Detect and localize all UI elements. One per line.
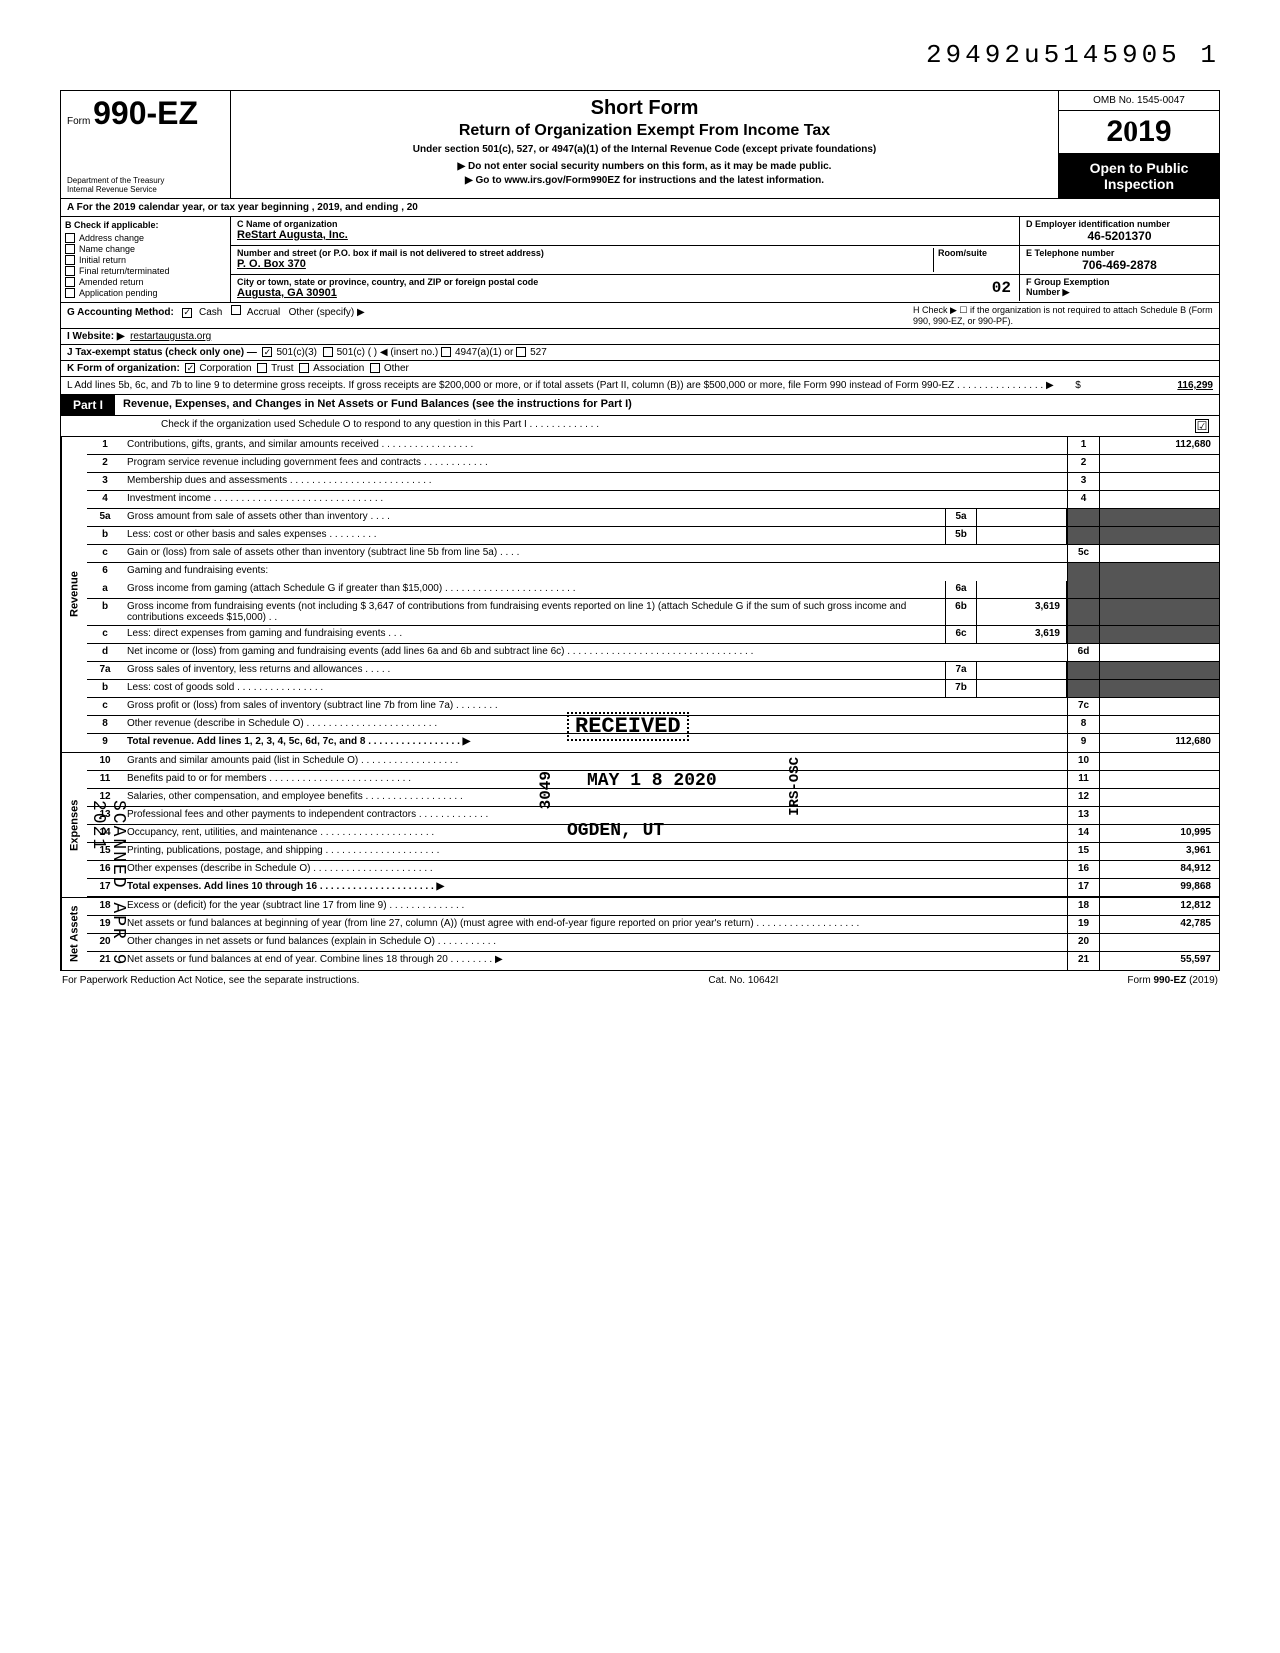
cb-schedule-o[interactable]: ☑ <box>1195 419 1209 433</box>
cb-trust[interactable] <box>257 363 267 373</box>
line-16-amount: 84,912 <box>1099 861 1219 878</box>
cb-amended[interactable] <box>65 277 75 287</box>
page-footer: For Paperwork Reduction Act Notice, see … <box>60 971 1220 990</box>
open-to-public: Open to Public Inspection <box>1059 154 1219 198</box>
street-label: Number and street (or P.O. box if mail i… <box>237 248 933 258</box>
title-box: Short Form Return of Organization Exempt… <box>231 91 1059 198</box>
form-prefix: Form 990-EZ <box>67 116 198 127</box>
room-label: Room/suite <box>938 248 1013 258</box>
line-14-amount: 10,995 <box>1099 825 1219 842</box>
tax-year: 20201919 <box>1059 111 1219 154</box>
cb-501c[interactable] <box>323 347 333 357</box>
cb-501c3[interactable]: ✓ <box>262 347 272 357</box>
cb-app-pending[interactable] <box>65 288 75 298</box>
row-g-accounting: G Accounting Method: ✓ Cash Accrual Othe… <box>61 303 1219 329</box>
row-k-org-form: K Form of organization: ✓ Corporation Tr… <box>61 361 1219 376</box>
footer-cat-no: Cat. No. 10642I <box>708 975 778 986</box>
street-value: P. O. Box 370 <box>237 258 933 270</box>
cb-other-org[interactable] <box>370 363 380 373</box>
row-h-schedule-b: H Check ▶ ☐ if the organization is not r… <box>913 305 1213 326</box>
form-header: Form 990-EZ Department of the Treasury I… <box>60 90 1220 199</box>
cb-cash[interactable]: ✓ <box>182 308 192 318</box>
city-label: City or town, state or province, country… <box>237 277 1013 287</box>
part-1-schedule-o-check: Check if the organization used Schedule … <box>60 416 1220 437</box>
cb-final-return[interactable] <box>65 266 75 276</box>
form-container: SCANNED APR 9 2021 29492u5145905 1 Form … <box>60 40 1220 990</box>
row-j-tax-exempt: J Tax-exempt status (check only one) — ✓… <box>61 345 1219 361</box>
subtitle: Under section 501(c), 527, or 4947(a)(1)… <box>239 144 1050 155</box>
part-1-title: Revenue, Expenses, and Changes in Net As… <box>115 395 1219 415</box>
expenses-label: Expenses <box>61 753 87 897</box>
group-exemption-label: F Group Exemption <box>1026 277 1213 287</box>
row-i-website: I Website: ▶ restartaugusta.org <box>61 329 1219 345</box>
line-15-amount: 3,961 <box>1099 843 1219 860</box>
cb-corporation[interactable]: ✓ <box>185 363 195 373</box>
cb-name-change[interactable] <box>65 244 75 254</box>
city-annotation: 02 <box>992 279 1011 297</box>
cb-accrual[interactable] <box>231 305 241 315</box>
tel-value: 706-469-2878 <box>1026 258 1213 272</box>
document-id: 29492u5145905 1 <box>60 40 1220 70</box>
line-17-total-expenses: 99,868 <box>1099 879 1219 896</box>
cb-4947[interactable] <box>441 347 451 357</box>
ein-value: 46-5201370 <box>1026 229 1213 243</box>
note-ssn: ▶ Do not enter social security numbers o… <box>239 161 1050 172</box>
org-name-label: C Name of organization <box>237 219 1013 229</box>
revenue-label: Revenue <box>61 437 87 752</box>
expenses-section: Expenses 10Grants and similar amounts pa… <box>60 753 1220 898</box>
line-9-total-revenue: 112,680 <box>1099 734 1219 752</box>
city-value: Augusta, GA 30901 <box>237 287 1013 299</box>
note-url: ▶ Go to www.irs.gov/Form990EZ for instru… <box>239 175 1050 186</box>
cb-527[interactable] <box>516 347 526 357</box>
col-c-org-info: C Name of organization ReStart Augusta, … <box>231 217 1219 302</box>
year-box: OMB No. 1545-0047 20201919 Open to Publi… <box>1059 91 1219 198</box>
section-identity: B Check if applicable: Address change Na… <box>60 217 1220 303</box>
part-1-header: Part I Revenue, Expenses, and Changes in… <box>60 395 1220 416</box>
cb-address-change[interactable] <box>65 233 75 243</box>
row-l-gross-receipts: L Add lines 5b, 6c, and 7b to line 9 to … <box>60 377 1220 395</box>
dept-text: Department of the Treasury Internal Reve… <box>67 176 224 194</box>
col-b-checkboxes: B Check if applicable: Address change Na… <box>61 217 231 302</box>
tel-label: E Telephone number <box>1026 248 1213 258</box>
line-21-amount: 55,597 <box>1099 952 1219 970</box>
cb-initial-return[interactable] <box>65 255 75 265</box>
website-value: restartaugusta.org <box>130 331 211 342</box>
line-6c-amount: 3,619 <box>977 626 1067 643</box>
col-b-header: B Check if applicable: <box>65 220 226 230</box>
part-1-tag: Part I <box>61 395 115 415</box>
meta-rows: G Accounting Method: ✓ Cash Accrual Othe… <box>60 303 1220 377</box>
ein-label: D Employer identification number <box>1026 219 1213 229</box>
title-return: Return of Organization Exempt From Incom… <box>239 122 1050 140</box>
line-19-amount: 42,785 <box>1099 916 1219 933</box>
omb-number: OMB No. 1545-0047 <box>1059 91 1219 111</box>
net-assets-label: Net Assets <box>61 898 87 970</box>
revenue-section: Revenue 1Contributions, gifts, grants, a… <box>60 437 1220 753</box>
line-18-amount: 12,812 <box>1099 898 1219 915</box>
footer-form-ref: Form 990-EZ (2019) <box>1127 975 1218 986</box>
form-number-box: Form 990-EZ Department of the Treasury I… <box>61 91 231 198</box>
row-a-tax-year: A For the 2019 calendar year, or tax yea… <box>60 199 1220 217</box>
line-1-amount: 112,680 <box>1099 437 1219 454</box>
cb-association[interactable] <box>299 363 309 373</box>
net-assets-section: Net Assets 18Excess or (deficit) for the… <box>60 898 1220 971</box>
org-name-value: ReStart Augusta, Inc. <box>237 229 1013 241</box>
line-6b-amount: 3,619 <box>977 599 1067 625</box>
gross-receipts-amount: 116,299 <box>1093 380 1213 391</box>
title-short-form: Short Form <box>239 97 1050 120</box>
